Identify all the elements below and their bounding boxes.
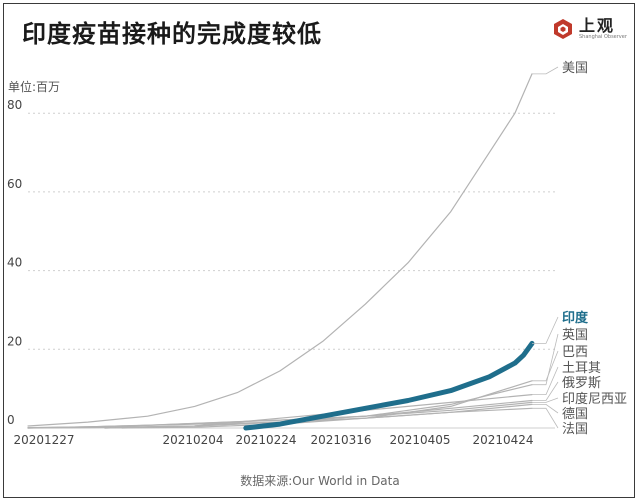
leader-line-7 bbox=[532, 403, 559, 414]
y-tick-label: 80 bbox=[7, 98, 22, 112]
x-tick-label: 20201227 bbox=[13, 433, 74, 447]
leader-line-4 bbox=[532, 366, 559, 396]
series-label: 印度尼西亚 bbox=[562, 391, 627, 407]
leader-line-5 bbox=[532, 381, 559, 401]
chart-title: 印度疫苗接种的完成度较低 bbox=[22, 20, 322, 48]
series-label: 巴西 bbox=[562, 345, 588, 360]
leader-line-2 bbox=[532, 333, 559, 386]
series-label: 土耳其 bbox=[562, 361, 601, 376]
series-label: 俄罗斯 bbox=[562, 376, 601, 391]
brand-logo: 上观 Shanghai Observer bbox=[552, 18, 627, 40]
data-source: 数据来源:Our World in Data bbox=[240, 474, 400, 488]
leader-line-0 bbox=[532, 66, 559, 75]
leader-line-8 bbox=[532, 407, 559, 429]
logo-name: 上观 bbox=[579, 16, 616, 35]
leader-line-1 bbox=[532, 316, 559, 344]
series-label: 美国 bbox=[562, 61, 588, 76]
series-line-3 bbox=[121, 380, 533, 429]
y-tick-label: 60 bbox=[7, 177, 22, 191]
series-line-1 bbox=[243, 340, 535, 431]
y-tick-label: 0 bbox=[7, 413, 15, 427]
series-label: 法国 bbox=[562, 422, 588, 437]
leader-line-3 bbox=[532, 350, 559, 382]
logo-icon bbox=[554, 19, 572, 39]
label-layer: 0 20 40 60 80 20201227 20210204 20210224 2021031… bbox=[7, 61, 627, 447]
y-tick-label: 40 bbox=[7, 256, 22, 270]
series-label: 印度 bbox=[562, 310, 589, 326]
x-tick-label: 20210424 bbox=[472, 433, 533, 447]
x-tick-label: 20210204 bbox=[162, 433, 223, 447]
x-tick-label: 20210224 bbox=[235, 433, 296, 447]
logo-tagline: Shanghai Observer bbox=[579, 34, 627, 40]
series-label: 英国 bbox=[562, 328, 588, 343]
series-label: 德国 bbox=[562, 407, 588, 422]
x-tick-label: 20210405 bbox=[389, 433, 450, 447]
leader-line-6 bbox=[532, 397, 559, 403]
x-tick-label: 20210316 bbox=[310, 433, 371, 447]
series-layer bbox=[27, 73, 535, 431]
series-line-0 bbox=[27, 73, 533, 427]
y-tick-label: 20 bbox=[7, 334, 22, 348]
unit-label: 单位:百万 bbox=[8, 80, 61, 94]
